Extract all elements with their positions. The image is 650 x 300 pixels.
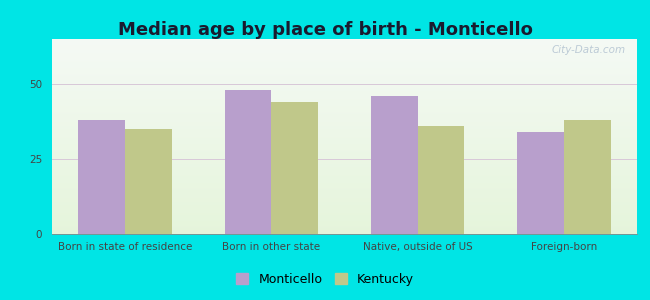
Text: City-Data.com: City-Data.com [551, 45, 625, 55]
Bar [272, 102, 318, 234]
Legend: Monticello, Kentucky: Monticello, Kentucky [231, 268, 419, 291]
Bar [225, 90, 272, 234]
Bar [125, 129, 172, 234]
Bar [371, 96, 417, 234]
Bar [517, 132, 564, 234]
Text: Median age by place of birth - Monticello: Median age by place of birth - Monticell… [118, 21, 532, 39]
Bar [272, 102, 318, 234]
Bar [517, 132, 564, 234]
Bar [417, 126, 464, 234]
Bar [564, 120, 610, 234]
Bar [564, 120, 610, 234]
Bar [417, 126, 464, 234]
Bar [78, 120, 125, 234]
Bar [125, 129, 172, 234]
Bar [371, 96, 417, 234]
Bar [78, 120, 125, 234]
Bar [225, 90, 272, 234]
